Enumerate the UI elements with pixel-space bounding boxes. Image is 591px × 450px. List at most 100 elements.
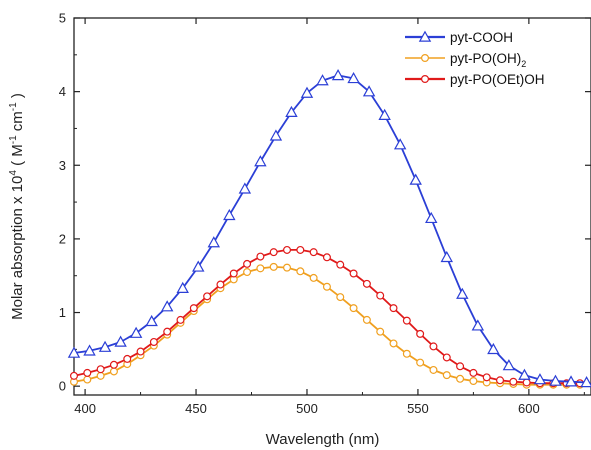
- data-point: [533, 373, 547, 385]
- data-point: [376, 327, 385, 336]
- data-point: [69, 371, 78, 380]
- data-point: [96, 365, 105, 374]
- data-point: [429, 342, 438, 351]
- data-point: [243, 268, 252, 277]
- data-point: [331, 68, 345, 81]
- y-axis-title: Molar absorption x 104 ( M-1 cm-1 ): [8, 93, 26, 320]
- data-point: [456, 362, 465, 371]
- data-point: [322, 282, 331, 291]
- data-point: [389, 304, 398, 313]
- data-point: [469, 368, 478, 377]
- legend-label-text: pyt-PO(OEt)OH: [450, 72, 545, 87]
- legend-label: pyt-PO(OH)2: [450, 51, 526, 69]
- data-point: [216, 280, 225, 289]
- data-point: [67, 346, 81, 358]
- data-point: [456, 287, 469, 299]
- data-point: [393, 138, 407, 150]
- data-point: [347, 71, 360, 84]
- data-point: [256, 252, 265, 261]
- data-point: [254, 155, 267, 167]
- data-point: [83, 344, 96, 356]
- data-point: [283, 245, 292, 254]
- data-point: [409, 173, 422, 185]
- data-point: [336, 260, 345, 269]
- data-point: [256, 264, 265, 273]
- data-point: [136, 347, 145, 356]
- series-layer: [67, 68, 591, 389]
- y-tick-label: 4: [59, 84, 66, 99]
- data-point: [109, 367, 118, 376]
- data-point: [416, 358, 425, 367]
- data-point: [487, 342, 500, 355]
- data-point: [564, 375, 578, 387]
- data-point: [471, 319, 485, 331]
- y-axis-title-unit-close: ): [9, 93, 26, 102]
- data-point: [309, 248, 318, 257]
- legend-item: pyt-PO(OH)2: [405, 51, 526, 69]
- data-point: [189, 304, 198, 313]
- data-point: [376, 291, 385, 300]
- data-point: [522, 378, 531, 387]
- data-point: [442, 371, 451, 380]
- data-point: [83, 368, 92, 377]
- data-point: [269, 129, 283, 141]
- legend-label-subscript: 2: [521, 59, 526, 69]
- y-axis-title-unit-exp2: -1: [8, 102, 19, 111]
- y-axis-title-unit-mid: cm: [9, 111, 26, 135]
- series-0: [67, 68, 591, 388]
- data-point: [402, 349, 411, 358]
- data-point: [223, 208, 236, 221]
- y-axis-title-exponent: 4: [8, 170, 19, 176]
- legend-item: pyt-PO(OEt)OH: [405, 72, 545, 87]
- data-point: [296, 267, 305, 276]
- data-point: [229, 269, 238, 278]
- x-axis-title: Wavelength (nm): [266, 431, 380, 448]
- data-point: [442, 353, 451, 362]
- data-point: [269, 262, 278, 271]
- data-point: [163, 327, 172, 336]
- data-point: [269, 248, 278, 257]
- data-point: [509, 377, 518, 386]
- legend: pyt-COOH pyt-PO(OH)2 pyt-PO(OEt)OH: [405, 30, 545, 87]
- y-tick-label: 0: [59, 379, 66, 394]
- data-point: [482, 373, 491, 382]
- data-point: [389, 339, 398, 348]
- data-point: [362, 279, 371, 288]
- x-tick-label: 450: [185, 401, 207, 416]
- legend-item: pyt-COOH: [405, 30, 513, 45]
- series-2: [69, 245, 584, 388]
- data-point: [123, 354, 132, 363]
- data-point: [160, 300, 174, 312]
- y-axis-title-unit-open: ( M: [9, 144, 26, 170]
- y-tick-label: 1: [59, 305, 66, 320]
- data-point: [238, 182, 252, 194]
- data-point: [416, 329, 425, 338]
- data-point: [192, 260, 205, 272]
- data-point: [349, 304, 358, 313]
- data-point: [349, 269, 358, 278]
- data-point: [149, 337, 158, 346]
- data-point: [114, 335, 127, 347]
- x-tick-label: 600: [518, 401, 540, 416]
- data-point: [300, 86, 314, 98]
- data-point: [98, 340, 112, 352]
- data-point: [440, 250, 453, 263]
- data-point: [203, 292, 212, 301]
- x-axis-ticks: 400 450 500 550 600: [74, 18, 585, 416]
- data-point: [283, 263, 292, 272]
- data-point: [336, 293, 345, 302]
- data-point: [207, 236, 221, 248]
- y-tick-label: 3: [59, 158, 66, 173]
- legend-label: pyt-PO(OEt)OH: [450, 72, 545, 87]
- data-point: [425, 211, 438, 224]
- data-point: [402, 316, 411, 325]
- data-point: [285, 105, 298, 118]
- x-tick-label: 550: [407, 401, 429, 416]
- legend-label-text: pyt-COOH: [450, 30, 513, 45]
- data-point: [580, 376, 591, 388]
- legend-label-text: pyt-PO(OH): [450, 51, 521, 66]
- data-point: [316, 74, 329, 86]
- data-point: [129, 326, 143, 338]
- data-point: [429, 365, 438, 374]
